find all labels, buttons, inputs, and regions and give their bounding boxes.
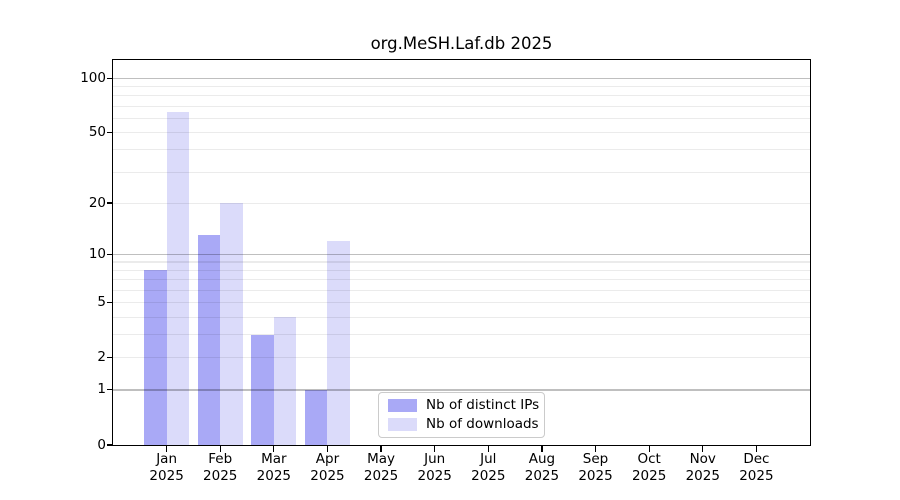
- bar-downloads-mar: [273, 317, 297, 445]
- y-tick-label: 5: [97, 294, 106, 311]
- x-tick-mark: [541, 446, 543, 452]
- y-tick-mark: [106, 253, 113, 255]
- x-tick-mark: [219, 446, 221, 452]
- x-tick-mark: [755, 446, 757, 452]
- x-tick-mark: [648, 446, 650, 452]
- bar-distinct-ips-jan: [144, 270, 167, 445]
- gridline-minor: [113, 357, 810, 359]
- y-tick-mark: [106, 444, 113, 446]
- gridline-major: [113, 253, 810, 256]
- y-tick-label: 50: [88, 124, 106, 140]
- gridline-minor: [113, 289, 810, 291]
- gridline-minor: [113, 316, 810, 318]
- x-tick-label: Jan 2025: [149, 451, 184, 484]
- y-tick-label: 20: [88, 194, 106, 211]
- x-tick-mark: [594, 446, 597, 452]
- bar-downloads-jan: [166, 112, 190, 445]
- x-tick-label: May 2025: [363, 451, 399, 484]
- legend: Nb of distinct IPs Nb of downloads: [378, 392, 545, 438]
- y-tick-mark: [106, 202, 113, 204]
- legend-label-distinct-ips: Nb of distinct IPs: [426, 397, 540, 413]
- gridline-minor: [113, 149, 810, 151]
- x-tick-mark: [702, 446, 704, 452]
- gridline-minor: [113, 105, 810, 107]
- x-tick-label: Sep 2025: [578, 451, 613, 484]
- x-tick-mark: [273, 446, 275, 452]
- bar-distinct-ips-feb: [197, 235, 221, 445]
- gridline-major: [113, 389, 810, 391]
- gridline-minor: [113, 202, 810, 204]
- y-tick-label: 0: [97, 436, 106, 453]
- gridline-minor: [113, 171, 810, 173]
- y-tick-mark: [106, 357, 113, 359]
- y-tick-mark: [106, 131, 113, 134]
- y-tick-label: 1: [97, 381, 106, 398]
- gridline-major: [113, 77, 810, 79]
- x-tick-mark: [487, 446, 489, 452]
- gridline-minor: [113, 269, 810, 271]
- gridline-minor: [113, 95, 810, 97]
- x-tick-label: Nov 2025: [685, 451, 720, 484]
- y-tick-label: 10: [88, 245, 106, 262]
- chart-title: org.MeSH.Laf.db 2025: [370, 34, 553, 53]
- y-tick-label: 100: [80, 69, 106, 86]
- x-tick-label: Jul 2025: [471, 451, 506, 484]
- legend-item-downloads: Nb of downloads: [388, 417, 539, 432]
- bar-downloads-apr: [327, 241, 350, 445]
- y-tick-label: 2: [97, 349, 106, 366]
- y-tick-mark: [106, 301, 113, 304]
- x-tick-label: Dec 2025: [739, 451, 774, 484]
- legend-swatch-downloads: [388, 418, 417, 431]
- gridline-minor: [113, 85, 810, 88]
- gridline-minor: [113, 334, 810, 336]
- x-tick-label: Mar 2025: [256, 451, 292, 484]
- gridline-minor: [113, 117, 810, 119]
- gridline-minor: [113, 302, 810, 304]
- y-tick-mark: [106, 77, 113, 79]
- bar-downloads-feb: [220, 203, 243, 445]
- y-tick-mark: [106, 389, 113, 391]
- x-tick-label: Feb 2025: [203, 451, 238, 484]
- x-tick-label: Oct 2025: [631, 451, 667, 484]
- x-tick-mark: [326, 446, 329, 452]
- x-tick-label: Aug 2025: [524, 451, 560, 484]
- x-tick-mark: [434, 446, 436, 452]
- x-tick-mark: [166, 446, 168, 452]
- gridline-minor: [113, 261, 810, 263]
- legend-swatch-distinct-ips: [388, 399, 417, 412]
- legend-label-downloads: Nb of downloads: [426, 416, 539, 432]
- gridline-minor: [113, 279, 810, 281]
- x-tick-mark: [380, 446, 382, 452]
- x-tick-label: Jun 2025: [417, 451, 452, 484]
- bar-distinct-ips-mar: [251, 334, 274, 445]
- bar-distinct-ips-apr: [304, 389, 328, 445]
- legend-item-distinct-ips: Nb of distinct IPs: [388, 398, 539, 413]
- x-tick-label: Apr 2025: [310, 451, 345, 484]
- gridline-minor: [113, 132, 810, 134]
